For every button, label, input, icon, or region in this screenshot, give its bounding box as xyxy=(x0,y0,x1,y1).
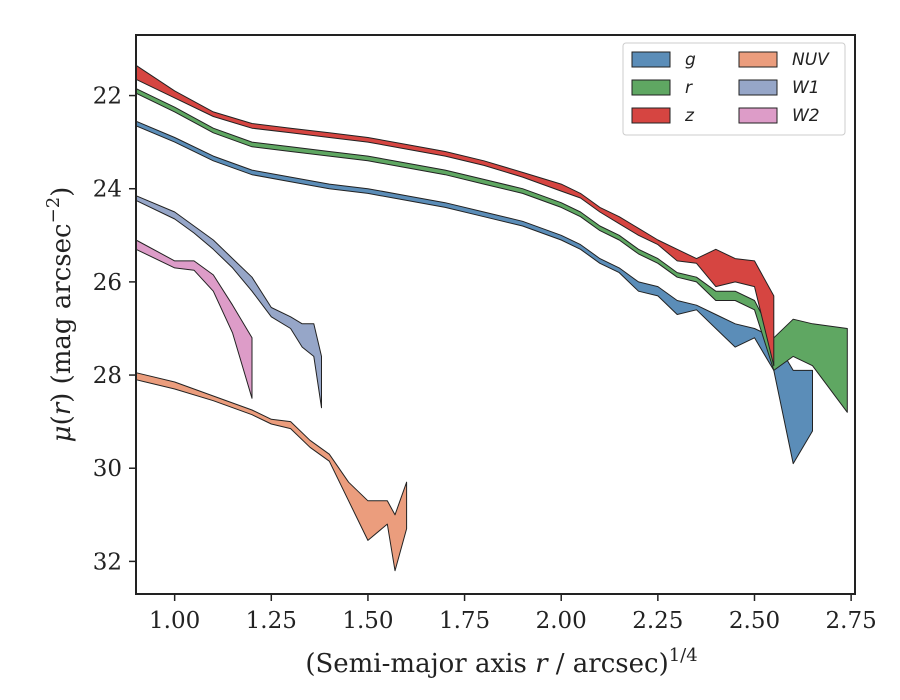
y-axis-ticks: 22 24 26 28 30 32 xyxy=(93,84,136,575)
bands-layer xyxy=(135,64,848,572)
y-tick-label: 24 xyxy=(93,177,122,203)
band-z xyxy=(135,64,775,367)
legend-label-g: g xyxy=(685,50,696,70)
x-tick-label: 1.50 xyxy=(342,608,393,634)
x-tick-label: 2.00 xyxy=(536,608,587,634)
x-tick-label: 1.25 xyxy=(246,608,297,634)
y-axis-title: μ(r) (mag arcsec−2) xyxy=(43,187,77,443)
legend-swatch-w2 xyxy=(738,107,778,124)
x-axis-title-suffix: / arcsec) xyxy=(548,649,669,679)
band-nuv xyxy=(135,372,408,572)
y-tick-label: 32 xyxy=(93,549,122,575)
x-tick-label: 1.00 xyxy=(149,608,200,634)
legend-swatch-g xyxy=(631,51,671,68)
y-axis-title-open: ( xyxy=(47,415,77,425)
x-axis-title-variable: r xyxy=(535,649,549,679)
x-axis-title-exponent: 1/4 xyxy=(669,645,698,666)
legend-swatch-nuv xyxy=(738,51,778,68)
y-axis-title-unit: (mag arcsec xyxy=(47,223,77,392)
y-axis-title-variable: r xyxy=(47,401,77,415)
band-w2 xyxy=(135,239,253,399)
legend-box xyxy=(622,42,846,136)
y-tick-label: 30 xyxy=(93,456,122,482)
legend: grz NUV W1 W2 xyxy=(622,42,846,136)
y-axis-title-mu: μ xyxy=(47,425,77,442)
legend-swatch-w1 xyxy=(738,79,778,96)
plot-frame xyxy=(135,34,856,595)
y-tick-label: 22 xyxy=(93,84,122,110)
x-tick-label: 2.75 xyxy=(826,608,877,634)
x-tick-label: 1.75 xyxy=(439,608,490,634)
band-r xyxy=(135,88,848,413)
band-g xyxy=(135,120,813,465)
legend-swatch-r xyxy=(631,79,671,96)
band-w1 xyxy=(135,195,322,409)
x-tick-label: 2.25 xyxy=(632,608,683,634)
legend-label-w2: W2 xyxy=(792,106,820,126)
x-axis-title-prefix: (Semi-major axis xyxy=(305,649,535,679)
y-axis-title-exponent: −2 xyxy=(43,197,64,224)
y-tick-label: 28 xyxy=(93,363,122,389)
legend-label-nuv: NUV xyxy=(792,50,830,70)
legend-label-w1: W1 xyxy=(792,78,820,98)
x-tick-label: 2.50 xyxy=(729,608,780,634)
y-axis-title-close: ) xyxy=(47,393,77,403)
legend-label-z: z xyxy=(684,106,695,126)
y-tick-label: 26 xyxy=(93,270,122,296)
y-axis-title-end: ) xyxy=(47,187,77,197)
x-axis-title: (Semi-major axis r / arcsec)1/4 xyxy=(305,645,697,679)
x-axis-ticks: 1.00 1.25 1.50 1.75 2.00 2.25 2.50 2.75 xyxy=(149,594,877,634)
legend-label-r: r xyxy=(685,78,693,98)
legend-swatch-z xyxy=(631,107,671,124)
